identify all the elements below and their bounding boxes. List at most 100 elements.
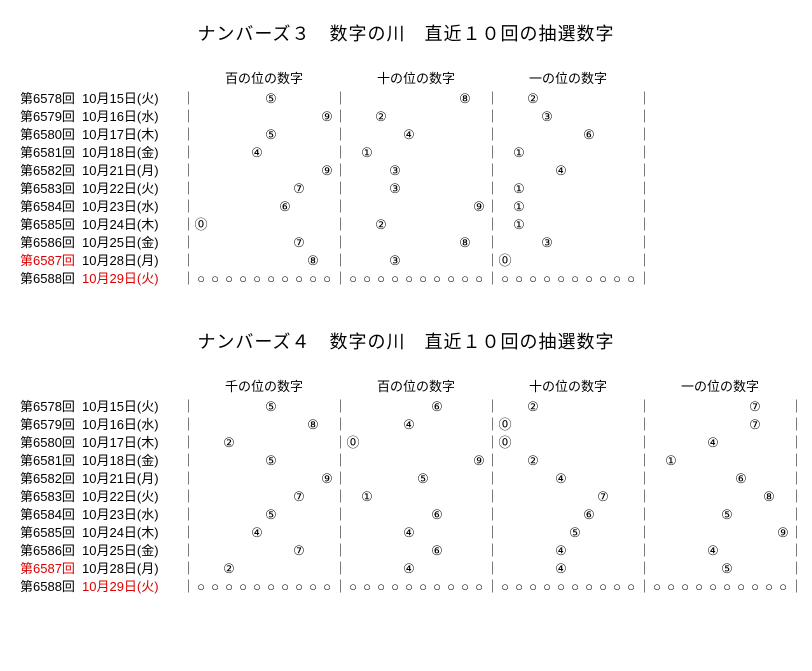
digit-cell: [250, 452, 264, 470]
digit-cell: [678, 542, 692, 560]
digit-cell: [540, 542, 554, 560]
digit-cell: [416, 198, 430, 216]
digit-cell: [554, 144, 568, 162]
digit-cell: [526, 524, 540, 542]
digit-cell: [416, 452, 430, 470]
circled-digit-icon: ⑦: [293, 543, 305, 558]
digit-cell: [582, 180, 596, 198]
digit-cell: [250, 252, 264, 270]
digit-cell: [582, 162, 596, 180]
digit-cell: [320, 524, 334, 542]
digit-cell: [264, 216, 278, 234]
digit-cell: [498, 506, 512, 524]
digit-cell: [346, 506, 360, 524]
digit-cell: [264, 560, 278, 578]
digit-cell: [568, 470, 582, 488]
digit-cell: ○: [678, 578, 692, 596]
digit-cell: [416, 524, 430, 542]
digit-cell: ④: [554, 470, 568, 488]
digit-cell: [444, 180, 458, 198]
empty-circle-icon: ○: [211, 271, 219, 286]
circled-digit-icon: ⑦: [597, 489, 609, 504]
digit-cells: ④: [498, 162, 638, 180]
empty-circle-icon: ○: [433, 579, 441, 594]
digit-cell: [472, 234, 486, 252]
digit-cell: [194, 470, 208, 488]
digit-cells: ⑨: [650, 524, 790, 542]
digit-cell: [374, 198, 388, 216]
digit-cell: [650, 416, 664, 434]
digit-cell: [472, 126, 486, 144]
digit-cell: [734, 524, 748, 542]
digit-cell: [208, 180, 222, 198]
draw-date: 10月18日(金): [82, 144, 182, 162]
digit-cell: [236, 180, 250, 198]
empty-circle-icon: ○: [543, 579, 551, 594]
digit-cell: [582, 144, 596, 162]
digit-cell: [194, 234, 208, 252]
separator: ｜: [638, 108, 650, 126]
digit-cell: [554, 416, 568, 434]
digit-cells: ②: [498, 90, 638, 108]
digit-cell: [416, 542, 430, 560]
digit-cell: [596, 506, 610, 524]
digit-cell: [610, 234, 624, 252]
header-row: 千の位の数字百の位の数字十の位の数字一の位の数字: [20, 378, 792, 396]
digit-cell: [596, 234, 610, 252]
digit-cell: [624, 542, 638, 560]
digit-cell: [568, 162, 582, 180]
digit-cell: [374, 126, 388, 144]
digit-cell: [472, 542, 486, 560]
separator: ｜: [182, 506, 194, 524]
digit-cell: [540, 434, 554, 452]
digit-cell: [278, 470, 292, 488]
digit-cell: [568, 488, 582, 506]
digit-cell: [596, 90, 610, 108]
digit-cell: [706, 524, 720, 542]
separator: ｜: [182, 270, 194, 288]
separator: ｜: [334, 198, 346, 216]
digit-cell: [430, 252, 444, 270]
digit-cell: [222, 524, 236, 542]
digit-cell: [582, 542, 596, 560]
digit-cell: ○: [222, 578, 236, 596]
digit-cell: [402, 162, 416, 180]
separator: ｜: [334, 126, 346, 144]
circled-digit-icon: ④: [403, 561, 415, 576]
digit-cell: [222, 470, 236, 488]
digit-cell: ○: [208, 578, 222, 596]
digit-cell: [512, 416, 526, 434]
empty-circle-icon: ○: [627, 579, 635, 594]
draw-date: 10月17日(木): [82, 434, 182, 452]
digit-cell: ○: [650, 578, 664, 596]
digit-cell: ○: [582, 270, 596, 288]
digit-cell: [236, 234, 250, 252]
digit-cell: [540, 144, 554, 162]
separator: ｜: [486, 398, 498, 416]
draw-number: 第6579回: [20, 108, 82, 126]
digit-cell: [444, 398, 458, 416]
separator: ｜: [334, 434, 346, 452]
circled-digit-icon: ⑧: [307, 417, 319, 432]
digit-cell: [306, 524, 320, 542]
empty-circle-icon: ○: [627, 271, 635, 286]
digit-grid: 百の位の数字十の位の数字一の位の数字第6578回10月15日(火)｜⑤｜⑧｜②｜…: [20, 70, 792, 288]
separator: ｜: [638, 578, 650, 596]
digit-cell: [498, 162, 512, 180]
digit-cell: [624, 180, 638, 198]
digit-cell: ○: [624, 270, 638, 288]
digit-cell: [250, 434, 264, 452]
header-row: 百の位の数字十の位の数字一の位の数字: [20, 70, 792, 88]
digit-cell: [320, 452, 334, 470]
digit-cell: [776, 434, 790, 452]
separator: ｜: [334, 180, 346, 198]
circled-digit-icon: ④: [555, 561, 567, 576]
separator: ｜: [486, 578, 498, 596]
digit-cell: [416, 144, 430, 162]
empty-circle-icon: ○: [281, 579, 289, 594]
separator: ｜: [638, 252, 650, 270]
digit-cell: [430, 144, 444, 162]
digit-cell: [416, 560, 430, 578]
digit-cell: [402, 470, 416, 488]
digit-cell: [222, 198, 236, 216]
